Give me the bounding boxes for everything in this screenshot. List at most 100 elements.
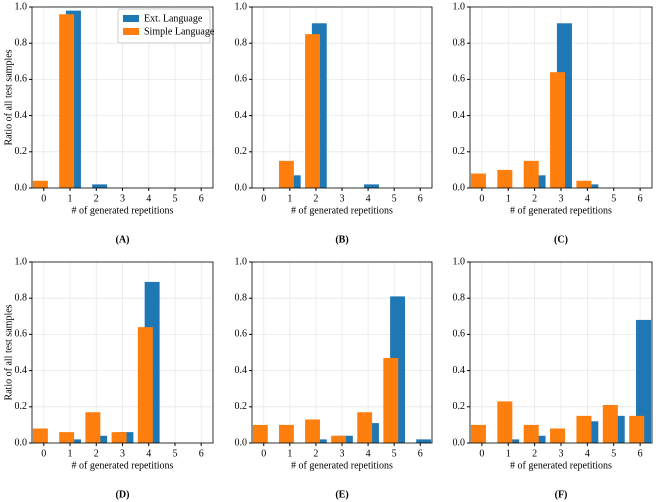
- x-tick-label: 3: [340, 193, 345, 204]
- y-tick-label: 0.2: [235, 146, 248, 157]
- plot-frame: [251, 261, 433, 444]
- x-tick-label: 2: [94, 193, 99, 204]
- x-tick-label: 3: [559, 448, 564, 459]
- y-tick-label: 0.0: [453, 182, 466, 193]
- x-axis-label: # of generated repetitions: [72, 460, 174, 471]
- x-tick-label: 6: [199, 193, 204, 204]
- bar: [523, 424, 539, 443]
- y-tick-label: 0.4: [15, 110, 28, 121]
- bar: [497, 169, 513, 188]
- bar: [470, 424, 486, 443]
- y-tick-label: 0.0: [235, 182, 248, 193]
- x-axis-label: # of generated repetitions: [291, 460, 393, 471]
- y-tick-label: 0.4: [15, 365, 28, 376]
- x-tick-label: 2: [94, 448, 99, 459]
- x-axis-label: # of generated repetitions: [291, 205, 393, 216]
- y-tick-label: 0.0: [235, 437, 248, 448]
- y-tick-label: 0.4: [235, 110, 248, 121]
- bar: [602, 404, 618, 443]
- bar: [364, 184, 379, 188]
- plot-frame: [469, 261, 653, 444]
- bar: [576, 415, 592, 443]
- y-tick-label: 0.8: [235, 292, 248, 303]
- y-axis-label: Ratio of all test samples: [3, 49, 14, 145]
- y-tick-label: 0.4: [453, 110, 466, 121]
- x-tick-label: 0: [261, 448, 266, 459]
- y-tick-label: 0.8: [453, 292, 466, 303]
- panel-label: (A): [116, 234, 130, 245]
- x-tick-label: 3: [559, 193, 564, 204]
- bar: [137, 327, 153, 443]
- y-tick-label: 1.0: [453, 256, 466, 267]
- bar: [357, 412, 373, 443]
- panel-label: (D): [116, 489, 130, 500]
- x-tick-label: 0: [41, 193, 46, 204]
- y-tick-label: 0.4: [453, 365, 466, 376]
- x-tick-label: 6: [638, 448, 643, 459]
- panel-label: (C): [554, 234, 568, 245]
- bar: [629, 415, 645, 443]
- bar: [32, 180, 48, 188]
- bar: [470, 173, 486, 188]
- panel-label: (F): [555, 489, 568, 500]
- y-tick-label: 0.6: [235, 329, 248, 340]
- bar: [279, 424, 294, 443]
- y-tick-label: 0.8: [235, 37, 248, 48]
- bar: [92, 184, 108, 188]
- legend-label: Ext. Language: [144, 13, 203, 24]
- x-tick-label: 3: [340, 448, 345, 459]
- bar: [32, 428, 48, 443]
- bar: [59, 432, 75, 443]
- x-tick-label: 4: [146, 448, 151, 459]
- x-axis-label: # of generated repetitions: [510, 460, 612, 471]
- plot-frame: [31, 261, 214, 444]
- x-tick-label: 1: [68, 448, 73, 459]
- y-tick-label: 0.2: [235, 401, 248, 412]
- plot-frame: [469, 6, 653, 189]
- x-tick-label: 1: [506, 448, 511, 459]
- x-tick-label: 5: [172, 193, 177, 204]
- y-tick-label: 0.6: [235, 74, 248, 85]
- y-tick-label: 0.6: [453, 329, 466, 340]
- x-tick-label: 6: [199, 448, 204, 459]
- y-tick-label: 0.6: [15, 329, 28, 340]
- plot-frame: [251, 6, 433, 189]
- x-tick-label: 4: [366, 448, 371, 459]
- y-tick-label: 1.0: [15, 256, 28, 267]
- x-tick-label: 3: [120, 448, 125, 459]
- x-tick-label: 0: [41, 448, 46, 459]
- y-tick-label: 1.0: [235, 256, 248, 267]
- bar: [111, 432, 127, 443]
- x-tick-label: 5: [392, 193, 397, 204]
- x-tick-label: 1: [506, 193, 511, 204]
- x-tick-label: 4: [585, 448, 590, 459]
- x-axis-label: # of generated repetitions: [510, 205, 612, 216]
- y-tick-label: 1.0: [235, 1, 248, 12]
- x-tick-label: 6: [418, 193, 423, 204]
- x-tick-label: 0: [479, 448, 484, 459]
- x-tick-label: 4: [366, 193, 371, 204]
- bar: [279, 160, 294, 188]
- y-tick-label: 1.0: [453, 1, 466, 12]
- x-tick-label: 5: [611, 448, 616, 459]
- legend-box: [117, 8, 211, 44]
- panel-label: (B): [335, 234, 348, 245]
- y-tick-label: 0.0: [15, 182, 28, 193]
- x-tick-label: 1: [287, 448, 292, 459]
- bar: [523, 160, 539, 188]
- bar: [416, 439, 432, 443]
- x-tick-label: 5: [392, 448, 397, 459]
- y-tick-label: 1.0: [15, 1, 28, 12]
- x-tick-label: 2: [313, 193, 318, 204]
- x-tick-label: 2: [313, 448, 318, 459]
- bar: [305, 34, 320, 189]
- x-tick-label: 6: [638, 193, 643, 204]
- y-tick-label: 0.2: [15, 146, 28, 157]
- x-axis-label: # of generated repetitions: [72, 205, 174, 216]
- y-tick-label: 0.4: [235, 365, 248, 376]
- panel-label: (E): [335, 489, 348, 500]
- legend-label: Simple Language: [144, 26, 215, 37]
- bar: [85, 412, 101, 443]
- bar: [331, 435, 347, 443]
